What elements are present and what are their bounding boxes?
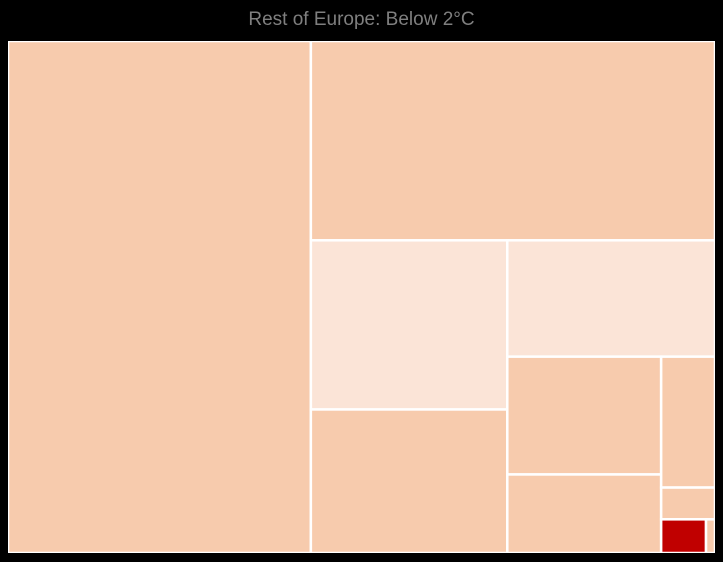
treemap-tile-1 xyxy=(8,41,313,553)
treemap-tile-10 xyxy=(659,518,708,553)
treemap-tile-8 xyxy=(659,355,715,489)
treemap-tile-5 xyxy=(506,239,715,358)
treemap-tile-4 xyxy=(309,408,509,553)
chart-title: Rest of Europe: Below 2°C xyxy=(248,9,475,30)
treemap-svg xyxy=(8,41,715,553)
treemap-tile-9 xyxy=(659,486,715,521)
treemap-tile-7 xyxy=(506,473,663,553)
treemap-tile-11 xyxy=(704,518,715,553)
treemap-tile-6 xyxy=(506,355,663,476)
treemap-tile-3 xyxy=(309,239,509,411)
treemap-tile-2 xyxy=(309,41,715,242)
treemap-plot-area xyxy=(8,41,715,553)
